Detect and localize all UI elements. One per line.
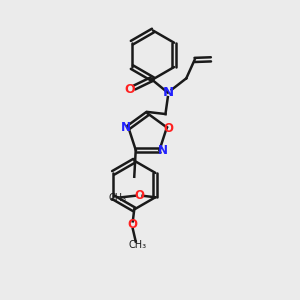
Text: O: O: [125, 83, 135, 96]
Text: CH₃: CH₃: [109, 193, 127, 203]
Text: CH₃: CH₃: [128, 240, 146, 250]
Text: O: O: [128, 218, 138, 231]
Text: N: N: [158, 143, 167, 157]
Text: N: N: [162, 86, 173, 99]
Text: O: O: [134, 189, 144, 202]
Text: N: N: [120, 121, 130, 134]
Text: O: O: [163, 122, 173, 135]
